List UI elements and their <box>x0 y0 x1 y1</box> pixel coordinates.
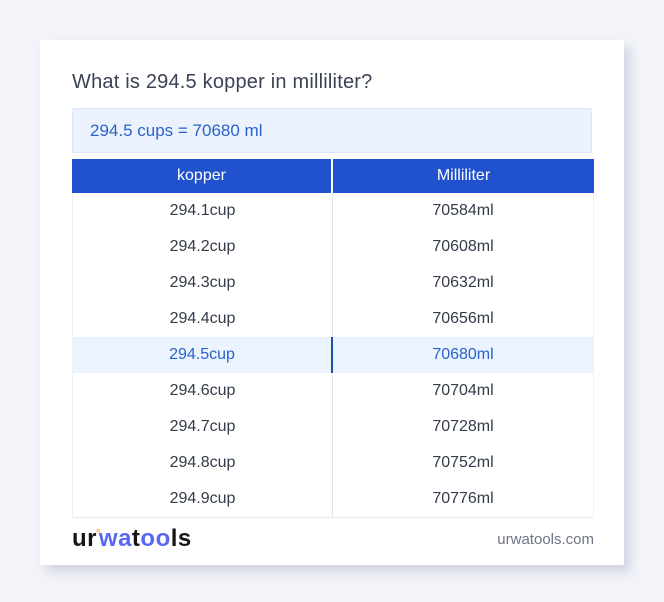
answer-text: 294.5 cups = 70680 ml <box>90 120 263 140</box>
kopper-cell: 294.8cup <box>73 445 333 481</box>
logo-glasses: oo <box>140 525 171 552</box>
kopper-cell: 294.2cup <box>73 229 333 265</box>
site-url-text: urwatools.com <box>497 530 594 548</box>
kopper-cell: 294.5cup <box>73 337 333 373</box>
kopper-cell: 294.9cup <box>73 481 333 517</box>
conversion-table: kopper Milliliter 294.1cup 70584ml 294.2… <box>72 159 594 518</box>
table-row: 294.6cup 70704ml <box>73 373 593 409</box>
table-header-row: kopper Milliliter <box>72 159 594 193</box>
milliliter-cell: 70656ml <box>432 310 494 327</box>
table-row: 294.9cup 70776ml <box>73 481 593 517</box>
table-header-kopper: kopper <box>72 159 333 193</box>
table-row: 294.4cup 70656ml <box>73 301 593 337</box>
milliliter-cell: 70680ml <box>432 346 494 363</box>
milliliter-cell: 70728ml <box>432 418 494 435</box>
card-footer: ur°watools urwatools.com <box>72 518 594 560</box>
milliliter-cell: 70608ml <box>432 238 494 255</box>
logo-part-dark: ur <box>72 525 97 552</box>
logo-part-dark: ls <box>170 525 192 552</box>
logo-part-blue: wa <box>98 525 132 552</box>
table-header-milliliter: Milliliter <box>436 167 491 184</box>
milliliter-cell: 70776ml <box>432 490 494 507</box>
kopper-cell: 294.7cup <box>73 409 333 445</box>
milliliter-cell: 70704ml <box>432 382 494 399</box>
conversion-card: What is 294.5 kopper in milliliter? 294.… <box>40 40 624 565</box>
table-row: 294.3cup 70632ml <box>73 265 593 301</box>
table-body: 294.1cup 70584ml 294.2cup 70608ml 294.3c… <box>72 193 594 518</box>
milliliter-cell: 70584ml <box>432 202 494 219</box>
table-row: 294.8cup 70752ml <box>73 445 593 481</box>
table-row: 294.1cup 70584ml <box>73 193 593 229</box>
milliliter-cell: 70752ml <box>432 454 494 471</box>
table-row: 294.7cup 70728ml <box>73 409 593 445</box>
milliliter-cell: 70632ml <box>432 274 494 291</box>
table-row: 294.2cup 70608ml <box>73 229 593 265</box>
kopper-cell: 294.3cup <box>73 265 333 301</box>
answer-box: 294.5 cups = 70680 ml <box>72 108 592 153</box>
page-title: What is 294.5 kopper in milliliter? <box>72 71 373 93</box>
urwatools-logo[interactable]: ur°watools <box>72 527 192 551</box>
logo-degree-mark: ° <box>96 528 101 540</box>
kopper-cell: 294.6cup <box>73 373 333 409</box>
kopper-cell: 294.1cup <box>73 193 333 229</box>
logo-part-dark: t <box>131 525 141 552</box>
table-row-highlighted: 294.5cup 70680ml <box>73 337 593 373</box>
kopper-cell: 294.4cup <box>73 301 333 337</box>
